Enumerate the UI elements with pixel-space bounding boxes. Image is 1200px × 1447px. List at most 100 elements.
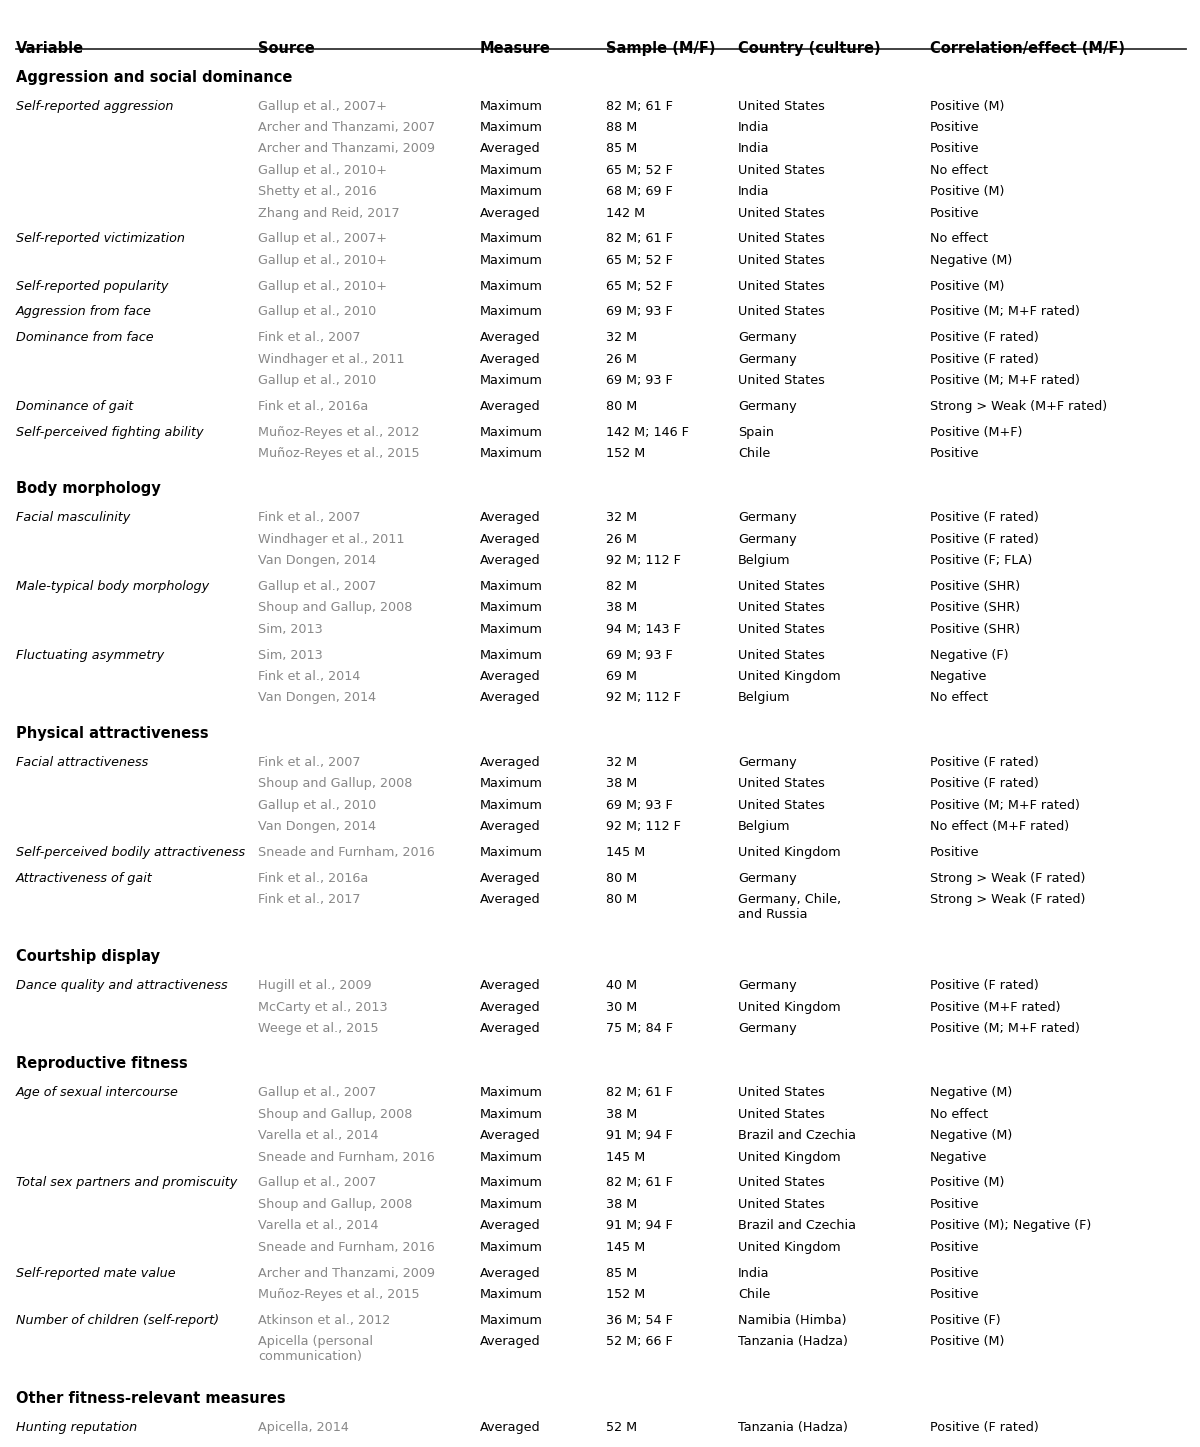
Text: Fink et al., 2014: Fink et al., 2014 [258,670,360,683]
Text: 152 M: 152 M [606,447,646,460]
Text: Positive (M; M+F rated): Positive (M; M+F rated) [930,373,1080,386]
Text: Maximum: Maximum [480,1176,542,1189]
Text: United Kingdom: United Kingdom [738,1150,841,1163]
Text: 88 M: 88 M [606,122,637,135]
Text: Dance quality and attractiveness: Dance quality and attractiveness [16,980,227,993]
Text: Maximum: Maximum [480,799,542,812]
Text: Positive (F rated): Positive (F rated) [930,777,1039,790]
Text: Maximum: Maximum [480,1087,542,1100]
Text: Apicella, 2014: Apicella, 2014 [258,1421,349,1434]
Text: Averaged: Averaged [480,820,541,833]
Text: Facial masculinity: Facial masculinity [16,511,130,524]
Text: Physical attractiveness: Physical attractiveness [16,726,209,741]
Text: Positive: Positive [930,207,979,220]
Text: 80 M: 80 M [606,871,637,884]
Text: Dominance from face: Dominance from face [16,331,154,344]
Text: Positive: Positive [930,1198,979,1211]
Text: Sneade and Furnham, 2016: Sneade and Furnham, 2016 [258,1150,434,1163]
Text: Age of sexual intercourse: Age of sexual intercourse [16,1087,179,1100]
Text: Self-perceived bodily attractiveness: Self-perceived bodily attractiveness [16,846,245,860]
Text: Positive: Positive [930,1240,979,1253]
Text: Positive (M+F): Positive (M+F) [930,425,1022,438]
Text: 82 M; 61 F: 82 M; 61 F [606,100,673,113]
Text: Facial attractiveness: Facial attractiveness [16,755,148,768]
Text: Maximum: Maximum [480,1198,542,1211]
Text: United Kingdom: United Kingdom [738,1240,841,1253]
Text: 69 M; 93 F: 69 M; 93 F [606,373,673,386]
Text: 38 M: 38 M [606,777,637,790]
Text: 32 M: 32 M [606,755,637,768]
Text: 82 M; 61 F: 82 M; 61 F [606,1087,673,1100]
Text: 92 M; 112 F: 92 M; 112 F [606,820,680,833]
Text: 69 M: 69 M [606,670,637,683]
Text: Maximum: Maximum [480,846,542,860]
Text: 36 M; 54 F: 36 M; 54 F [606,1314,673,1327]
Text: Averaged: Averaged [480,1129,541,1142]
Text: Maximum: Maximum [480,185,542,198]
Text: United States: United States [738,1108,824,1121]
Text: Germany: Germany [738,755,797,768]
Text: Maximum: Maximum [480,425,542,438]
Text: 145 M: 145 M [606,1150,646,1163]
Text: 91 M; 94 F: 91 M; 94 F [606,1129,673,1142]
Text: Positive: Positive [930,447,979,460]
Text: Positive (F rated): Positive (F rated) [930,755,1039,768]
Text: Gallup et al., 2007+: Gallup et al., 2007+ [258,100,386,113]
Text: 92 M; 112 F: 92 M; 112 F [606,692,680,705]
Text: Maximum: Maximum [480,1108,542,1121]
Text: Maximum: Maximum [480,373,542,386]
Text: Averaged: Averaged [480,692,541,705]
Text: United Kingdom: United Kingdom [738,846,841,860]
Text: Positive (SHR): Positive (SHR) [930,602,1020,615]
Text: 85 M: 85 M [606,142,637,155]
Text: Positive (M); Negative (F): Positive (M); Negative (F) [930,1220,1091,1233]
Text: Negative: Negative [930,670,988,683]
Text: Shoup and Gallup, 2008: Shoup and Gallup, 2008 [258,777,413,790]
Text: Maximum: Maximum [480,1150,542,1163]
Text: Maximum: Maximum [480,602,542,615]
Text: United States: United States [738,305,824,318]
Text: Self-reported victimization: Self-reported victimization [16,233,185,246]
Text: Averaged: Averaged [480,353,541,366]
Text: Maximum: Maximum [480,622,542,635]
Text: 65 M; 52 F: 65 M; 52 F [606,164,673,177]
Text: Body morphology: Body morphology [16,482,161,496]
Text: 142 M; 146 F: 142 M; 146 F [606,425,689,438]
Text: Shoup and Gallup, 2008: Shoup and Gallup, 2008 [258,602,413,615]
Text: Strong > Weak (F rated): Strong > Weak (F rated) [930,871,1085,884]
Text: Shoup and Gallup, 2008: Shoup and Gallup, 2008 [258,1108,413,1121]
Text: Shoup and Gallup, 2008: Shoup and Gallup, 2008 [258,1198,413,1211]
Text: Germany: Germany [738,980,797,993]
Text: Attractiveness of gait: Attractiveness of gait [16,871,152,884]
Text: Total sex partners and promiscuity: Total sex partners and promiscuity [16,1176,236,1189]
Text: Positive (F; FLA): Positive (F; FLA) [930,554,1032,567]
Text: 91 M; 94 F: 91 M; 94 F [606,1220,673,1233]
Text: Positive (F rated): Positive (F rated) [930,353,1039,366]
Text: Reproductive fitness: Reproductive fitness [16,1056,187,1071]
Text: 142 M: 142 M [606,207,646,220]
Text: Averaged: Averaged [480,1000,541,1013]
Text: Strong > Weak (F rated): Strong > Weak (F rated) [930,893,1085,906]
Text: Gallup et al., 2010: Gallup et al., 2010 [258,305,377,318]
Text: Courtship display: Courtship display [16,949,160,964]
Text: 82 M; 61 F: 82 M; 61 F [606,1176,673,1189]
Text: Negative: Negative [930,1150,988,1163]
Text: Gallup et al., 2007+: Gallup et al., 2007+ [258,233,386,246]
Text: Gallup et al., 2010+: Gallup et al., 2010+ [258,279,386,292]
Text: Van Dongen, 2014: Van Dongen, 2014 [258,554,376,567]
Text: Shetty et al., 2016: Shetty et al., 2016 [258,185,377,198]
Text: Negative (M): Negative (M) [930,253,1013,266]
Text: Van Dongen, 2014: Van Dongen, 2014 [258,692,376,705]
Text: India: India [738,185,769,198]
Text: Self-reported popularity: Self-reported popularity [16,279,168,292]
Text: United States: United States [738,207,824,220]
Text: No effect: No effect [930,233,988,246]
Text: Strong > Weak (M+F rated): Strong > Weak (M+F rated) [930,399,1108,412]
Text: Averaged: Averaged [480,511,541,524]
Text: Fink et al., 2007: Fink et al., 2007 [258,331,360,344]
Text: United States: United States [738,164,824,177]
Text: Gallup et al., 2010: Gallup et al., 2010 [258,373,377,386]
Text: 92 M; 112 F: 92 M; 112 F [606,554,680,567]
Text: Positive (F rated): Positive (F rated) [930,331,1039,344]
Text: Sim, 2013: Sim, 2013 [258,622,323,635]
